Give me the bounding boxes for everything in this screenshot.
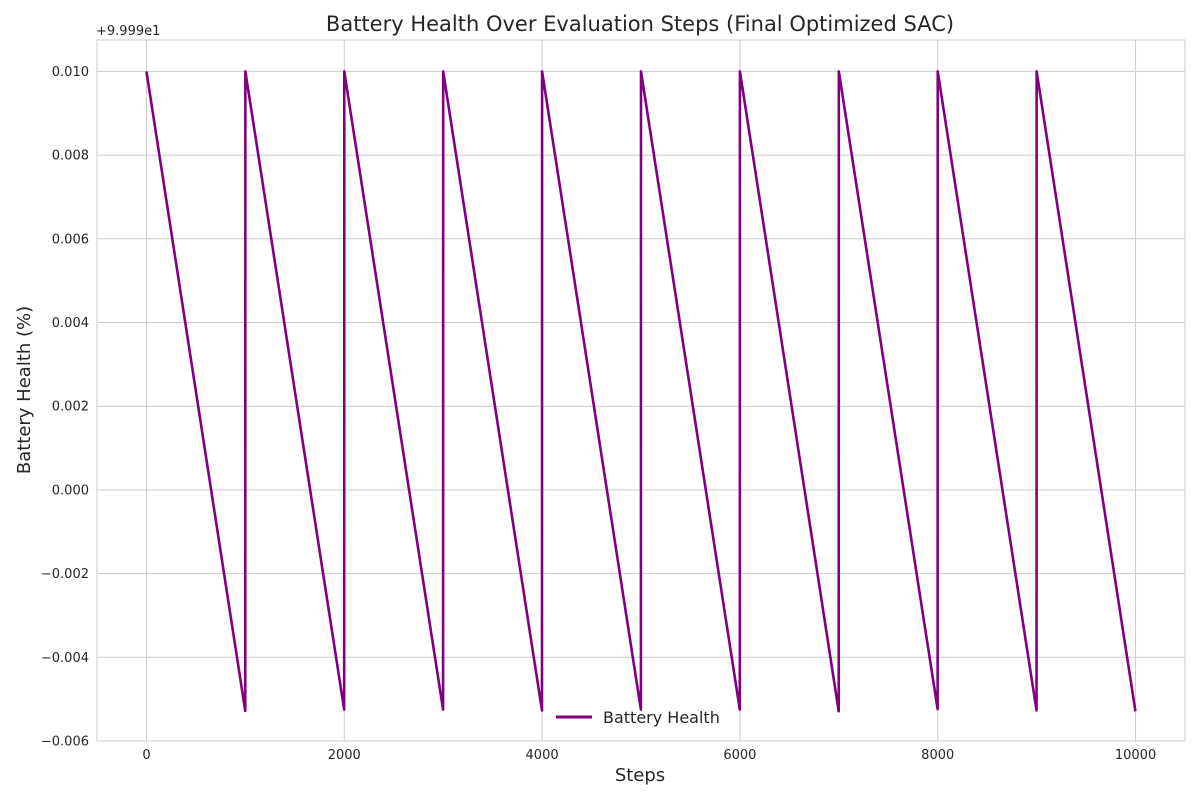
y-tick-label: 0.006 [52, 232, 89, 247]
chart-title: Battery Health Over Evaluation Steps (Fi… [326, 12, 954, 36]
legend: Battery Health [556, 708, 720, 727]
y-tick-label: −0.004 [41, 651, 89, 666]
y-tick-label: 0.000 [52, 483, 89, 498]
x-tick-label: 4000 [526, 748, 559, 763]
y-tick-label: −0.006 [41, 735, 89, 750]
y-tick-label: 0.008 [52, 149, 89, 164]
x-tick-label: 6000 [723, 748, 756, 763]
x-tick-label: 0 [142, 748, 150, 763]
x-tick-label: 10000 [1115, 748, 1156, 763]
x-axis-title: Steps [615, 765, 665, 786]
y-axis-title: Battery Health (%) [14, 306, 35, 474]
series-layer [145, 70, 1137, 713]
y-tick-label: −0.002 [41, 567, 89, 582]
y-offset-label: +9.999e1 [96, 24, 160, 39]
legend-label-battery-health: Battery Health [603, 708, 720, 727]
series-line-battery-health [145, 70, 1137, 713]
y-tick-label: 0.002 [52, 400, 89, 415]
y-tick-labels: −0.006 −0.004 −0.002 0.000 0.002 0.004 0.006 0.… [41, 65, 89, 750]
plot-area-frame [96, 39, 1186, 742]
x-tick-label: 8000 [921, 748, 954, 763]
y-tick-label: 0.010 [52, 65, 89, 80]
x-tick-label: 2000 [328, 748, 361, 763]
x-tick-labels: 0 2000 4000 6000 8000 10000 [142, 748, 1156, 763]
y-tick-label: 0.004 [52, 316, 89, 331]
